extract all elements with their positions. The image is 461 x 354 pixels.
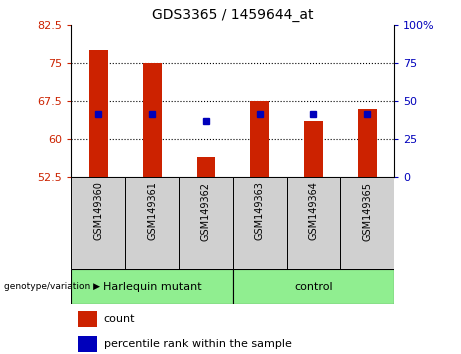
Title: GDS3365 / 1459644_at: GDS3365 / 1459644_at — [152, 8, 313, 22]
Text: genotype/variation ▶: genotype/variation ▶ — [4, 282, 100, 291]
Bar — [71, 177, 125, 269]
Bar — [143, 63, 161, 177]
Bar — [304, 121, 323, 177]
Text: GSM149362: GSM149362 — [201, 182, 211, 241]
Bar — [78, 336, 97, 352]
Text: GSM149363: GSM149363 — [254, 182, 265, 240]
Bar — [196, 157, 215, 177]
Bar — [233, 177, 287, 269]
Bar — [287, 177, 340, 269]
Bar — [78, 311, 97, 327]
Bar — [358, 108, 377, 177]
Text: percentile rank within the sample: percentile rank within the sample — [104, 338, 292, 349]
Bar — [71, 269, 233, 304]
Text: control: control — [294, 282, 333, 292]
Text: GSM149361: GSM149361 — [147, 182, 157, 240]
Bar — [125, 177, 179, 269]
Text: GSM149360: GSM149360 — [93, 182, 103, 240]
Bar — [179, 177, 233, 269]
Bar — [340, 177, 394, 269]
Bar — [233, 269, 394, 304]
Text: count: count — [104, 314, 135, 324]
Text: GSM149364: GSM149364 — [308, 182, 319, 240]
Text: GSM149365: GSM149365 — [362, 182, 372, 241]
Bar — [250, 101, 269, 177]
Bar — [89, 50, 108, 177]
Text: Harlequin mutant: Harlequin mutant — [103, 282, 201, 292]
